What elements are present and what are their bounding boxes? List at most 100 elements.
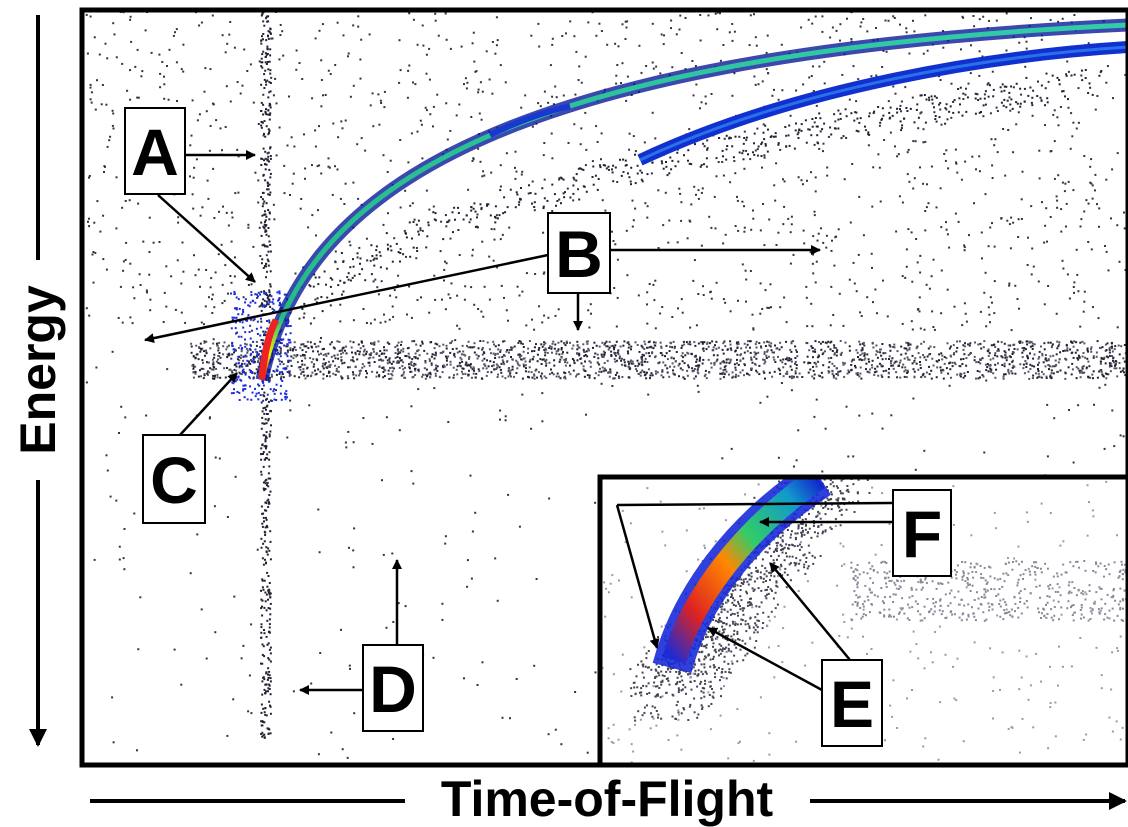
shape	[537, 360, 539, 362]
shape	[353, 319, 355, 321]
shape	[567, 188, 569, 190]
shape	[1026, 41, 1028, 43]
shape	[392, 367, 394, 369]
shape	[709, 291, 711, 293]
shape	[706, 166, 708, 168]
shape	[833, 347, 835, 349]
shape	[793, 466, 795, 468]
shape	[259, 346, 261, 348]
shape	[645, 352, 647, 354]
shape	[168, 99, 170, 101]
shape	[265, 56, 267, 58]
shape	[610, 351, 612, 353]
shape	[517, 362, 519, 364]
shape	[243, 296, 245, 298]
shape	[442, 371, 444, 373]
shape	[609, 368, 611, 370]
shape	[907, 370, 909, 372]
shape	[283, 345, 285, 347]
shape	[696, 359, 698, 361]
shape	[776, 244, 778, 246]
shape	[461, 46, 463, 48]
shape	[540, 343, 542, 345]
shape	[969, 345, 971, 347]
shape	[1030, 17, 1032, 19]
shape	[269, 104, 271, 106]
shape	[285, 352, 287, 354]
shape	[851, 360, 853, 362]
shape	[860, 367, 862, 369]
shape	[837, 119, 839, 121]
shape	[219, 352, 221, 354]
shape	[140, 75, 142, 77]
shape	[290, 374, 292, 376]
shape	[358, 247, 360, 249]
shape	[482, 347, 484, 349]
shape	[1098, 317, 1100, 319]
shape	[226, 735, 228, 737]
shape	[680, 201, 682, 203]
shape	[1041, 201, 1043, 203]
shape	[461, 353, 463, 355]
shape	[285, 390, 287, 392]
shape	[673, 366, 675, 368]
shape	[261, 506, 263, 508]
shape	[584, 370, 586, 372]
shape	[297, 361, 299, 363]
shape	[790, 366, 792, 368]
shape	[920, 367, 922, 369]
shape	[1108, 269, 1110, 271]
shape	[873, 374, 875, 376]
shape	[798, 176, 800, 178]
shape	[864, 126, 866, 128]
shape	[791, 342, 793, 344]
shape	[372, 348, 374, 350]
shape	[261, 680, 263, 682]
shape	[812, 350, 814, 352]
shape	[282, 55, 284, 57]
shape	[195, 357, 197, 359]
shape	[263, 290, 265, 292]
shape	[835, 236, 837, 238]
shape	[261, 422, 263, 424]
shape	[177, 222, 179, 224]
shape	[761, 308, 763, 310]
shape	[559, 359, 561, 361]
shape	[1092, 306, 1094, 308]
shape	[741, 152, 743, 154]
shape	[289, 400, 291, 402]
shape	[473, 368, 475, 370]
shape	[816, 399, 818, 401]
shape	[269, 627, 271, 629]
shape	[691, 60, 693, 62]
shape	[1097, 377, 1099, 379]
shape	[311, 372, 313, 374]
shape	[875, 27, 877, 29]
shape	[264, 532, 266, 534]
shape	[919, 296, 921, 298]
shape	[86, 14, 88, 16]
shape	[512, 366, 514, 368]
shape	[924, 329, 926, 331]
shape	[254, 293, 256, 295]
shape	[1076, 377, 1078, 379]
shape	[268, 299, 270, 301]
shape	[520, 342, 522, 344]
shape	[441, 352, 443, 354]
shape	[1105, 82, 1107, 84]
shape	[270, 28, 272, 30]
shape	[900, 346, 902, 348]
shape	[832, 350, 834, 352]
shape	[330, 73, 332, 75]
shape	[267, 667, 269, 669]
shape	[459, 328, 461, 330]
shape	[217, 362, 219, 364]
shape	[250, 302, 252, 304]
shape	[400, 360, 402, 362]
shape	[779, 369, 781, 371]
shape	[417, 350, 419, 352]
shape	[1021, 342, 1023, 344]
shape	[125, 259, 127, 261]
shape	[1090, 348, 1092, 350]
shape	[924, 210, 926, 212]
